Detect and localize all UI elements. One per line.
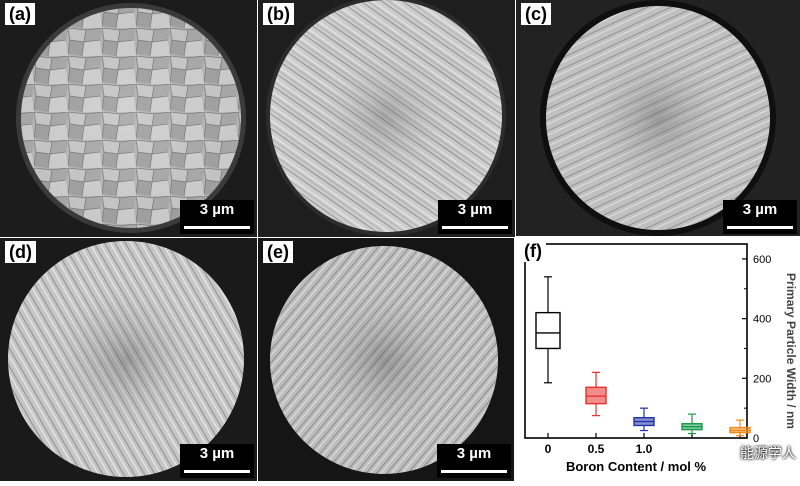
box-iqr <box>585 386 607 405</box>
sem-panel-d: (d) 3 µm <box>0 238 257 481</box>
scale-line-c <box>727 226 793 229</box>
sem-image-d <box>0 238 257 481</box>
sem-panel-c: (c) 3 µm <box>516 0 800 237</box>
sem-panel-e: (e) 3 µm <box>258 238 514 481</box>
panel-label-d: (d) <box>5 241 36 263</box>
y-tick-label: 0 <box>753 433 759 445</box>
sem-image-a <box>0 0 257 237</box>
y-tick-label: 600 <box>753 254 771 266</box>
panel-label-a: (a) <box>5 3 35 25</box>
sem-image-b <box>258 0 515 237</box>
scale-bar-d: 3 µm <box>180 444 254 478</box>
panel-label-b: (b) <box>263 3 294 25</box>
sem-panel-a: (a) 3 µm <box>0 0 257 237</box>
scale-line-a <box>184 226 250 229</box>
panel-label-f: (f) <box>520 240 546 262</box>
scale-bar-e: 3 µm <box>437 444 511 478</box>
y-tick-label: 400 <box>753 314 771 326</box>
panel-label-c: (c) <box>521 3 551 25</box>
x-tick-label: 1.0 <box>636 442 653 456</box>
scale-text-b: 3 µm <box>457 201 493 218</box>
scale-text-e: 3 µm <box>456 445 492 462</box>
panel-label-e: (e) <box>263 241 293 263</box>
scale-line-d <box>184 470 250 473</box>
x-axis-label: Boron Content / mol % <box>566 459 707 474</box>
sem-image-c <box>516 0 800 237</box>
x-tick-label: 0 <box>545 442 552 456</box>
scale-bar-b: 3 µm <box>438 200 512 234</box>
sem-image-e <box>258 238 514 481</box>
sem-panel-b: (b) 3 µm <box>258 0 515 237</box>
scale-bar-a: 3 µm <box>180 200 254 234</box>
plot-frame <box>524 243 748 439</box>
x-tick-label: 0.5 <box>588 442 605 456</box>
box-plot-chart: 0 200 400 600 0 0.5 1.0 Boron Content / mol % Pr… <box>524 243 798 474</box>
scale-text-d: 3 µm <box>199 445 235 462</box>
box-plot-panel: 0 200 400 600 0 0.5 1.0 Boron Content / mol % Pr… <box>515 236 800 481</box>
scale-text-c: 3 µm <box>742 201 778 218</box>
y-tick-label: 200 <box>753 373 771 385</box>
scale-line-e <box>441 470 507 473</box>
scale-line-b <box>442 226 508 229</box>
scale-bar-c: 3 µm <box>723 200 797 234</box>
y-axis-label: Primary Particle Width / nm <box>784 273 798 429</box>
box-iqr <box>535 311 561 350</box>
watermark-text: 能源学人 <box>740 446 796 462</box>
scale-text-a: 3 µm <box>199 201 235 218</box>
